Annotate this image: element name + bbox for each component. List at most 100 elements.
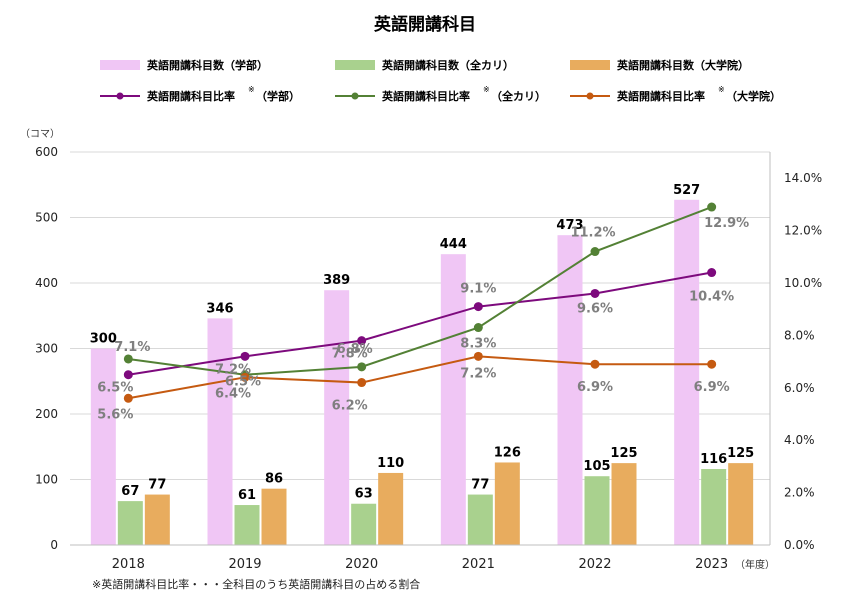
- y2-tick-label: 6.0%: [784, 381, 815, 395]
- bar-value-label: 389: [323, 273, 350, 288]
- bars: [90, 199, 754, 545]
- bar-value-label: 86: [265, 472, 283, 487]
- bar: [728, 463, 754, 545]
- bar-value-label: 527: [673, 183, 700, 198]
- line-value-label: 6.9%: [577, 380, 613, 395]
- y2-tick-label: 12.0%: [784, 224, 822, 238]
- bar: [324, 290, 350, 545]
- series-point: [473, 302, 483, 312]
- legend-swatch: [100, 60, 140, 70]
- y-tick-label: 0: [50, 538, 58, 552]
- bar-value-label: 116: [700, 452, 727, 467]
- legend-mark: ※: [483, 85, 490, 94]
- y2-tick-label: 2.0%: [784, 486, 815, 500]
- bar-value-label: 126: [494, 445, 521, 460]
- bar-value-label: 63: [355, 487, 373, 502]
- legend-swatch: [335, 60, 375, 70]
- chart-title: 英語開講科目: [374, 14, 476, 35]
- legend-mark: ※: [718, 85, 725, 94]
- bar-value-label: 300: [90, 332, 117, 347]
- lines: [123, 202, 717, 403]
- line-value-label: 7.8%: [332, 347, 368, 362]
- y-tick-label: 100: [35, 473, 58, 487]
- bar-value-label: 67: [121, 484, 139, 499]
- legend-label: 英語開講科目比率: [146, 89, 235, 103]
- series-point: [707, 359, 717, 369]
- legend-label: 英語開講科目比率: [381, 89, 470, 103]
- series-point: [590, 247, 600, 257]
- x-tick-label: 2018: [112, 557, 145, 572]
- line-value-label: 8.3%: [460, 337, 496, 352]
- line-value-label: 10.4%: [689, 290, 734, 305]
- bar-value-label: 125: [727, 446, 754, 461]
- grid: [70, 151, 770, 546]
- legend-label: 英語開講科目数（学部）: [146, 58, 268, 72]
- bar: [261, 488, 287, 545]
- bar: [440, 254, 466, 545]
- bar-value-label: 105: [583, 459, 610, 474]
- bar: [701, 469, 727, 545]
- line-value-label: 6.8%: [337, 342, 373, 357]
- legend-marker: [116, 92, 124, 100]
- legend-label: 英語開講科目比率: [616, 89, 705, 103]
- bar: [467, 494, 493, 545]
- x-tick-label: 2020: [345, 557, 378, 572]
- bar-value-label: 77: [471, 478, 489, 493]
- y2-tick-label: 0.0%: [784, 538, 815, 552]
- bar-value-label: 61: [238, 488, 256, 503]
- y2-tick-label: 8.0%: [784, 328, 815, 342]
- y-tick-label: 300: [35, 342, 58, 356]
- legend-label: 英語開講科目数（大学院）: [616, 58, 749, 72]
- legend-mark: ※: [248, 85, 255, 94]
- series-point: [240, 351, 250, 361]
- series-point: [123, 354, 133, 364]
- series-line: [128, 271, 712, 376]
- data-labels: 300 346 389 444 473 527 67 61 63 77 105 116 77 86 110 1…: [90, 183, 754, 503]
- axes: 0 100 200 300 400 500 600 0.0% 2.0% 4.0% 6.0% 8.0% 1…: [35, 145, 822, 572]
- y2-tick-label: 10.0%: [784, 276, 822, 290]
- line-value-label: 5.6%: [97, 407, 133, 422]
- legend-label: 英語開講科目数（全カリ）: [381, 58, 514, 72]
- line-value-label: 6.2%: [332, 399, 368, 414]
- series-line: [128, 206, 713, 376]
- bar: [584, 476, 610, 545]
- legend-swatch: [570, 60, 610, 70]
- series-point: [240, 372, 250, 382]
- line-value-label: 9.1%: [460, 282, 496, 297]
- series-point: [473, 323, 483, 333]
- line-value-label: 9.6%: [577, 301, 613, 316]
- legend: 英語開講科目数（学部） 英語開講科目数（全カリ） 英語開講科目数（大学院） 英語開講科…: [100, 58, 781, 103]
- series-point: [707, 202, 717, 212]
- series-point: [123, 370, 133, 380]
- line-value-label: 6.9%: [694, 380, 730, 395]
- y2-tick-label: 14.0%: [784, 171, 822, 185]
- y-tick-label: 500: [35, 211, 58, 225]
- bar: [351, 503, 377, 545]
- legend-marker: [351, 92, 359, 100]
- series-point: [590, 288, 600, 298]
- bar: [144, 494, 170, 545]
- series-point: [357, 378, 367, 388]
- series-line: [128, 355, 712, 400]
- bar-value-label: 125: [610, 446, 637, 461]
- bar: [234, 505, 260, 545]
- series-point: [357, 362, 367, 372]
- bar-value-label: 110: [377, 456, 404, 471]
- series-point: [357, 336, 367, 346]
- bar: [674, 199, 700, 545]
- line-value-label: 6.5%: [97, 381, 133, 396]
- x-axis-unit: （年度）: [735, 558, 775, 571]
- bar-value-label: 473: [556, 218, 583, 233]
- bar-value-label: 346: [206, 301, 233, 316]
- y-tick-label: 600: [35, 145, 58, 159]
- series-point: [590, 359, 600, 369]
- bar-value-label: 444: [440, 237, 467, 252]
- line-value-label: 12.9%: [704, 216, 749, 231]
- series-point: [123, 393, 133, 403]
- legend-label-suffix: （大学院）: [726, 89, 781, 103]
- bar-value-label: 77: [148, 478, 166, 493]
- series-point: [707, 268, 717, 278]
- x-tick-label: 2022: [578, 557, 611, 572]
